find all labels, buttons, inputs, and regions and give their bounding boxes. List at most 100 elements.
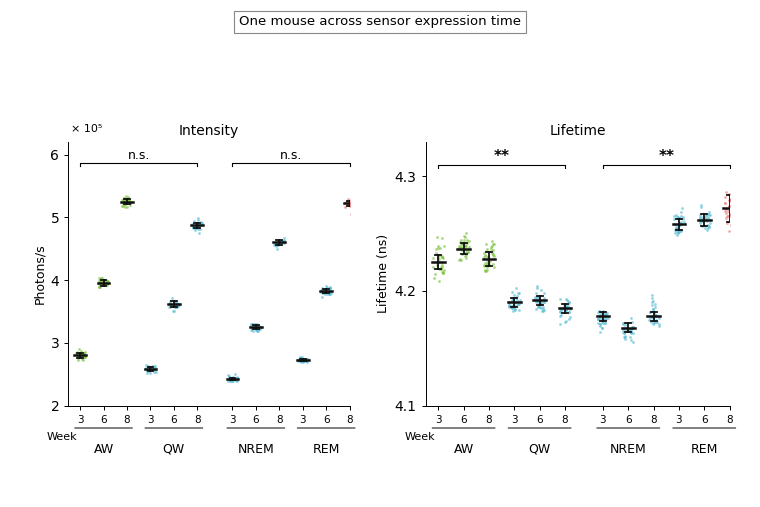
Point [652, 321, 664, 330]
Point [100, 281, 112, 289]
Point [191, 219, 203, 227]
Point [344, 201, 356, 209]
Point [341, 197, 353, 205]
Point [340, 199, 353, 207]
Point [538, 298, 550, 306]
Point [645, 294, 657, 302]
Point [599, 316, 611, 324]
Point [562, 308, 575, 316]
Point [315, 287, 327, 296]
Point [507, 295, 519, 303]
Point [186, 221, 198, 229]
Point [148, 368, 160, 376]
Point [325, 288, 337, 296]
Point [486, 251, 499, 259]
Point [98, 280, 110, 288]
Point [229, 370, 241, 378]
Point [253, 325, 265, 333]
Point [99, 279, 111, 287]
Point [435, 252, 448, 261]
Point [672, 229, 684, 237]
Point [253, 323, 265, 331]
Point [623, 327, 635, 335]
Point [457, 244, 469, 252]
Point [124, 199, 136, 207]
Point [560, 306, 572, 314]
Point [97, 279, 109, 287]
Point [294, 356, 306, 364]
Point [296, 357, 309, 365]
Point [694, 210, 706, 219]
Point [530, 282, 543, 291]
Point [225, 374, 237, 382]
Point [725, 212, 737, 220]
Point [648, 311, 660, 319]
Point [169, 298, 182, 306]
Point [672, 228, 684, 236]
Point [669, 226, 681, 234]
Point [594, 321, 606, 330]
Point [224, 377, 236, 385]
Point [340, 199, 353, 207]
Point [509, 306, 521, 314]
Point [118, 194, 130, 202]
Title: Lifetime: Lifetime [549, 124, 606, 138]
Point [502, 299, 515, 307]
Point [559, 302, 572, 310]
Point [122, 196, 135, 204]
Point [341, 198, 353, 206]
Point [271, 241, 283, 249]
Point [647, 307, 659, 315]
Point [325, 288, 337, 297]
Point [619, 332, 631, 340]
Point [294, 357, 306, 365]
Point [487, 246, 499, 255]
Point [277, 236, 290, 244]
Point [703, 222, 715, 230]
Point [100, 276, 112, 284]
Point [140, 364, 152, 372]
Point [318, 285, 331, 294]
Point [508, 296, 520, 304]
Point [673, 214, 685, 222]
Point [324, 284, 336, 292]
Point [164, 298, 176, 306]
Point [296, 358, 309, 366]
Point [675, 227, 687, 235]
Point [227, 373, 239, 381]
Point [118, 196, 130, 204]
Point [121, 202, 133, 210]
Point [556, 304, 568, 312]
Text: **: ** [493, 149, 510, 164]
Point [186, 224, 198, 232]
Point [251, 326, 263, 334]
Point [487, 250, 499, 258]
Point [564, 304, 576, 312]
Point [598, 310, 610, 318]
Point [650, 318, 662, 327]
Point [277, 238, 290, 246]
Point [324, 283, 336, 291]
Point [670, 225, 682, 233]
Point [118, 199, 130, 207]
Point [486, 243, 498, 251]
Point [436, 234, 448, 242]
Point [723, 202, 735, 210]
Point [485, 245, 497, 253]
Point [698, 212, 711, 220]
Point [278, 239, 290, 247]
Point [531, 293, 543, 301]
Point [514, 296, 526, 304]
Point [506, 296, 518, 304]
Point [673, 214, 686, 223]
Point [295, 353, 307, 361]
Point [164, 299, 176, 307]
Point [295, 357, 307, 365]
Point [253, 325, 265, 333]
Point [147, 364, 160, 372]
Point [461, 236, 473, 244]
Point [729, 206, 741, 214]
Point [626, 324, 638, 333]
Point [147, 366, 159, 374]
Point [647, 297, 659, 305]
